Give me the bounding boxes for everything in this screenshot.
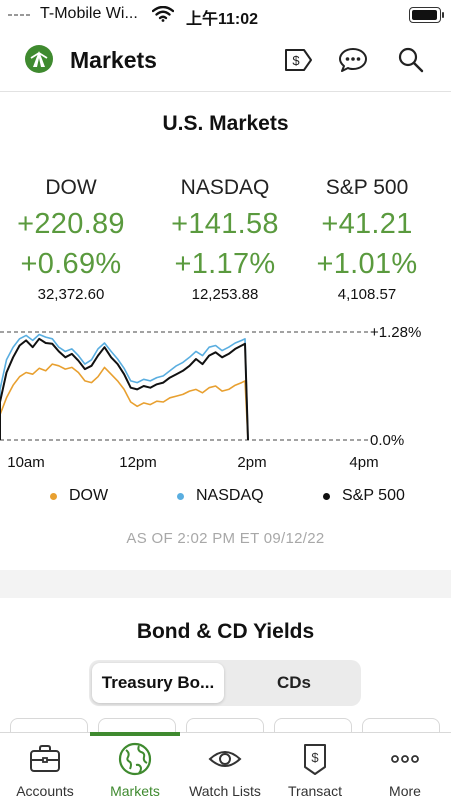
bottom-tab-bar: Accounts Markets Watch Lists $ Transact <box>0 732 451 800</box>
index-name: S&P 500 <box>325 176 409 199</box>
x-axis-tick-label: 10am <box>7 454 45 471</box>
x-axis-tick-label: 2pm <box>237 454 266 471</box>
chart-legend: DOW NASDAQ S&P 500 <box>0 487 451 507</box>
series-line-dow <box>0 363 249 441</box>
legend-item-nasdaq: NASDAQ <box>177 487 264 505</box>
dollar-tag-icon[interactable]: $ <box>282 44 314 76</box>
y-axis-label: +1.28% <box>370 324 421 341</box>
fidelity-logo-icon <box>25 45 53 73</box>
markets-intraday-chart[interactable]: +1.28% 0.0% 10am 12pm 2pm 4pm <box>0 320 451 480</box>
index-name: NASDAQ <box>180 176 270 199</box>
legend-dot <box>177 492 184 500</box>
tab-more[interactable]: More <box>360 733 450 800</box>
series-line-nasdaq <box>0 333 249 441</box>
svg-text:$: $ <box>292 53 300 68</box>
legend-dot <box>50 492 57 500</box>
svg-text:$: $ <box>311 750 319 765</box>
more-dots-icon <box>391 755 419 763</box>
us-markets-title: U.S. Markets <box>162 112 289 135</box>
series-line-s-p-500 <box>0 337 249 441</box>
index-change: +41.21 <box>321 208 413 240</box>
carrier-name: T-Mobile Wi... <box>40 5 138 22</box>
app-header: Markets $ <box>0 30 451 92</box>
battery-icon <box>409 7 444 23</box>
tab-label: Markets <box>110 783 160 799</box>
tab-accounts[interactable]: Accounts <box>0 733 90 800</box>
index-change: +141.58 <box>171 208 279 240</box>
tab-markets[interactable]: Markets <box>90 733 180 800</box>
as-of-timestamp: AS OF 2:02 PM ET 09/12/22 <box>126 530 325 547</box>
index-percent: +1.01% <box>316 248 418 280</box>
index-percent: +1.17% <box>174 248 276 280</box>
index-sp500[interactable]: S&P 500 +41.21 +1.01% 4,108.57 <box>292 176 442 303</box>
legend-item-sp500: S&P 500 <box>323 487 405 505</box>
yield-card[interactable] <box>274 718 352 732</box>
index-value: 4,108.57 <box>337 286 397 303</box>
tab-label: More <box>389 783 421 799</box>
index-value: 12,253.88 <box>191 286 259 303</box>
yield-card[interactable] <box>186 718 264 732</box>
yield-card[interactable] <box>10 718 88 732</box>
tab-label: Watch Lists <box>189 783 261 799</box>
yield-type-segmented-control: Treasury Bo... CDs <box>89 660 361 706</box>
yield-cards-row <box>0 718 451 732</box>
chat-bubble-icon[interactable] <box>337 44 369 76</box>
briefcase-icon <box>30 745 60 772</box>
tab-cds[interactable]: CDs <box>276 673 311 692</box>
index-change: +220.89 <box>17 208 125 240</box>
active-tab-indicator <box>90 732 180 736</box>
wifi-icon <box>152 6 174 22</box>
x-axis-tick-label: 4pm <box>349 454 378 471</box>
status-bar: T-Mobile Wi... 上午11:02 <box>0 0 451 30</box>
x-axis-tick-label: 12pm <box>119 454 157 471</box>
legend-label: DOW <box>69 487 109 504</box>
tab-watch-lists[interactable]: Watch Lists <box>180 733 270 800</box>
legend-label: S&P 500 <box>342 487 405 504</box>
tab-treasury-bonds[interactable]: Treasury Bo... <box>92 663 224 703</box>
index-percent: +0.69% <box>20 248 122 280</box>
globe-icon <box>118 742 152 776</box>
legend-label: NASDAQ <box>196 487 264 504</box>
y-axis-label: 0.0% <box>370 432 404 449</box>
dollar-tag-icon: $ <box>304 744 326 775</box>
legend-item-dow: DOW <box>50 487 108 505</box>
index-value: 32,372.60 <box>37 286 105 303</box>
tab-label: Accounts <box>16 783 74 799</box>
index-nasdaq[interactable]: NASDAQ +141.58 +1.17% 12,253.88 <box>150 176 300 303</box>
bond-cd-title: Bond & CD Yields <box>136 620 315 643</box>
index-name: DOW <box>45 176 97 199</box>
tab-label: Transact <box>288 783 342 799</box>
index-dow[interactable]: DOW +220.89 +0.69% 32,372.60 <box>0 176 146 303</box>
eye-icon <box>208 751 242 767</box>
clock: 上午11:02 <box>186 11 259 28</box>
yield-card[interactable] <box>362 718 440 732</box>
legend-dot <box>323 492 330 500</box>
section-divider <box>0 570 451 598</box>
signal-strength-icon <box>8 14 30 16</box>
tab-transact[interactable]: $ Transact <box>270 733 360 800</box>
yield-card[interactable] <box>98 718 176 732</box>
page-title: Markets <box>70 47 157 73</box>
search-icon[interactable] <box>395 44 427 76</box>
